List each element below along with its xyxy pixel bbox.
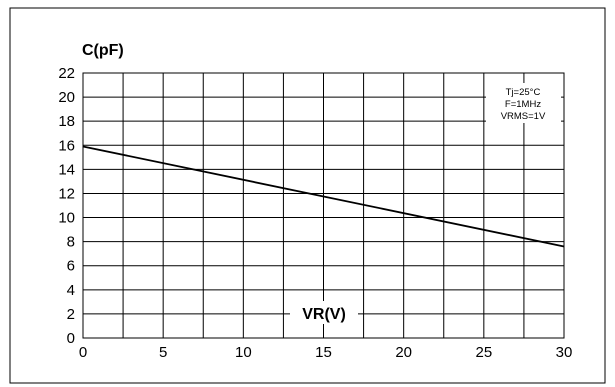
series-layer (82, 145, 565, 248)
y-tick-label: 0 (67, 330, 75, 347)
y-tick-label: 2 (67, 306, 75, 323)
capacitance-curve (82, 145, 565, 248)
x-axis-title: VR(V) (302, 306, 346, 323)
x-tick-label: 10 (235, 344, 252, 361)
y-tick-label: 14 (58, 161, 75, 178)
x-tick-label: 30 (556, 344, 573, 361)
x-tick-label: 20 (395, 344, 412, 361)
y-tick-label: 20 (58, 89, 75, 106)
y-tick-label: 22 (58, 65, 75, 82)
y-axis-title: C(pF) (82, 42, 124, 59)
x-tick-label: 25 (475, 344, 492, 361)
y-tick-label: 8 (67, 234, 75, 251)
figure-frame (9, 7, 606, 384)
x-axis-title-background (290, 301, 358, 324)
y-tick-label: 16 (58, 137, 75, 154)
y-tick-label: 10 (58, 210, 75, 227)
tick-labels: 0 5 10 15 20 25 30 0 2 4 6 8 10 12 14 16 18 20 22 (58, 65, 572, 361)
plot-area-border (82, 72, 565, 339)
condition-temperature: Tj=25°C (506, 87, 541, 98)
x-tick-label: 5 (159, 344, 167, 361)
condition-frequency: F=1MHz (505, 99, 541, 110)
y-tick-label: 6 (67, 258, 75, 275)
x-tick-label: 15 (315, 344, 332, 361)
test-conditions-box: Tj=25°C F=1MHz VRMS=1V (486, 83, 561, 123)
x-tick-label: 0 (79, 344, 87, 361)
y-tick-label: 4 (67, 282, 75, 299)
y-tick-label: 12 (58, 185, 75, 202)
y-tick-label: 18 (58, 113, 75, 130)
condition-vrms: VRMS=1V (501, 111, 546, 122)
